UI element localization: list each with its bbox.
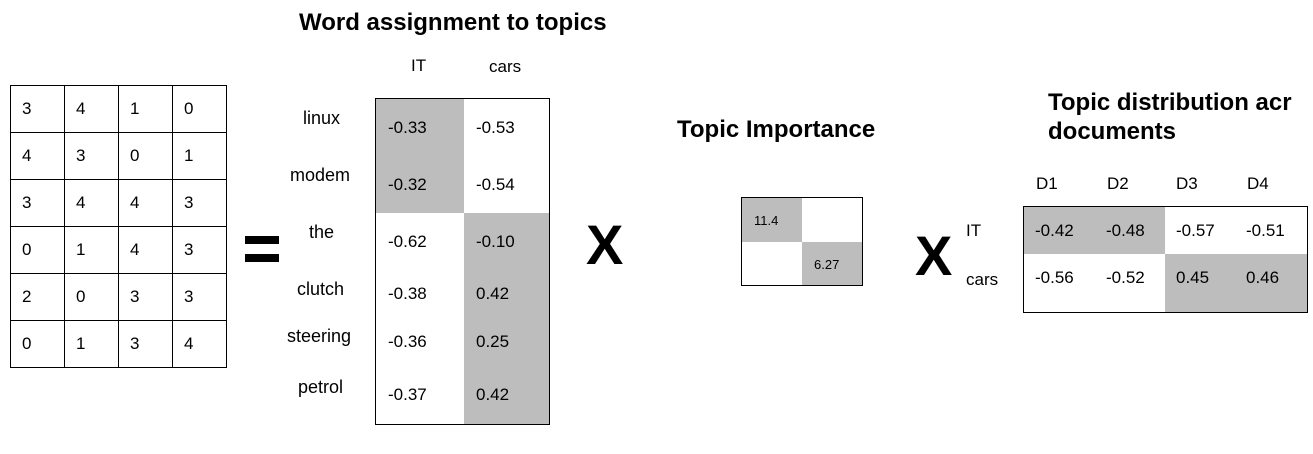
topic-importance-title: Topic Importance xyxy=(677,116,876,143)
word-topic-cell: -0.37 xyxy=(388,385,427,404)
matrix-cell: 0 xyxy=(10,226,65,274)
equals-sign xyxy=(245,236,279,264)
word-topic-cell: -0.62 xyxy=(388,231,427,251)
word-topics-column-header: cars xyxy=(489,57,522,76)
topic-docs-title-line1: Topic distribution acr xyxy=(1048,89,1292,116)
word-topic-cell: 0.42 xyxy=(464,366,549,424)
topic-docs-column-header: D3 xyxy=(1176,174,1198,193)
topic-docs-title-line2: documents xyxy=(1048,118,1177,145)
topic-docs-row-label: cars xyxy=(966,270,999,289)
matrix-cell: 1 xyxy=(172,132,227,180)
matrix-cell: 3 xyxy=(118,273,173,321)
word-topic-cell: -0.54 xyxy=(476,174,515,194)
matrix-cell: 4 xyxy=(172,320,227,368)
multiply-sign: X xyxy=(586,213,624,276)
matrix-cell: 2 xyxy=(10,273,65,321)
topic-docs-column-header: D1 xyxy=(1036,174,1058,193)
matrix-cell: 3 xyxy=(172,273,227,321)
topic-docs-matrix: -0.42 -0.48 -0.57 -0.51 -0.56 -0.52 0.45 0.46 xyxy=(1023,206,1308,313)
matrix-cell: 1 xyxy=(64,320,119,368)
word-topics-column-header: IT xyxy=(411,56,427,75)
matrix-cell: 3 xyxy=(64,132,119,180)
matrix-cell: 3 xyxy=(172,179,227,227)
matrix-cell: 4 xyxy=(64,85,119,133)
topic-docs-column-header: D4 xyxy=(1247,174,1269,193)
topic-doc-cell: -0.48 xyxy=(1095,207,1165,254)
matrix-cell: 3 xyxy=(172,226,227,274)
word-topic-cell: -0.53 xyxy=(476,117,515,137)
word-label: the xyxy=(309,222,335,242)
matrix-cell: 4 xyxy=(118,226,173,274)
matrix-cell: 3 xyxy=(118,320,173,368)
topic-importance-matrix: 11.4 6.27 xyxy=(741,197,863,286)
word-label: steering xyxy=(287,326,352,346)
topic-docs-column-header: D2 xyxy=(1107,174,1129,193)
word-topic-cell: 0.25 xyxy=(464,318,549,366)
word-topics-matrix: -0.33 -0.53 -0.32 -0.54 -0.62 -0.10 -0.38 0.42 -… xyxy=(375,98,550,425)
topic-docs-row-label: IT xyxy=(966,221,982,240)
matrix-cell: 1 xyxy=(118,85,173,133)
topic-doc-cell: -0.51 xyxy=(1246,220,1285,240)
topic-doc-cell: -0.57 xyxy=(1176,220,1215,240)
matrix-cell: 3 xyxy=(10,179,65,227)
word-topic-cell: -0.10 xyxy=(464,213,549,270)
topic-importance-value: 6.27 xyxy=(802,242,862,285)
topic-doc-cell: -0.42 xyxy=(1024,207,1095,254)
matrix-cell: 0 xyxy=(10,320,65,368)
word-label: clutch xyxy=(297,279,345,299)
matrix-cell: 4 xyxy=(64,179,119,227)
topic-doc-cell: 0.45 xyxy=(1165,254,1235,312)
topic-importance-value: 11.4 xyxy=(742,198,802,242)
topic-doc-cell: -0.52 xyxy=(1106,268,1145,287)
matrix-cell: 4 xyxy=(10,132,65,180)
word-topic-cell: -0.36 xyxy=(388,332,427,351)
matrix-cell: 0 xyxy=(172,85,227,133)
topic-doc-cell: -0.56 xyxy=(1035,268,1074,287)
matrix-cell: 4 xyxy=(118,179,173,227)
word-topic-cell: -0.33 xyxy=(376,99,464,156)
multiply-sign: X xyxy=(915,224,953,287)
word-topics-title: Word assignment to topics xyxy=(299,9,607,36)
matrix-cell: 1 xyxy=(64,226,119,274)
word-label: petrol xyxy=(298,377,344,397)
matrix-cell: 0 xyxy=(118,132,173,180)
matrix-cell: 0 xyxy=(64,273,119,321)
topic-doc-cell: 0.46 xyxy=(1235,254,1307,312)
word-label: linux xyxy=(303,108,341,128)
matrix-cell: 3 xyxy=(10,85,65,133)
word-topic-cell: -0.38 xyxy=(388,284,427,303)
word-label: modem xyxy=(290,165,351,185)
word-topic-cell: -0.32 xyxy=(376,156,464,213)
word-topic-cell: 0.42 xyxy=(464,270,549,318)
